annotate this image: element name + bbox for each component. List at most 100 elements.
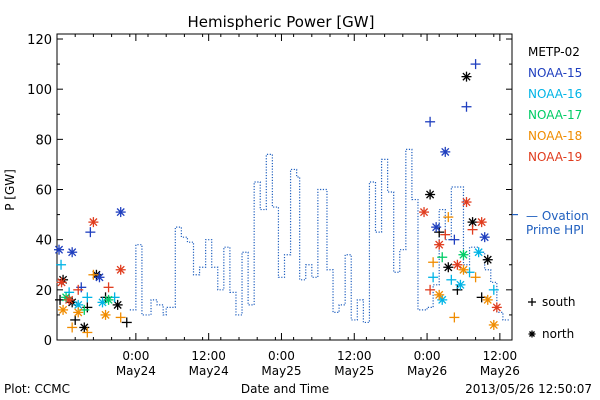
data-point	[103, 294, 114, 305]
data-point	[100, 309, 111, 320]
x-tick-label-time: 0:00	[268, 349, 295, 363]
x-tick-label-date: May24	[116, 364, 156, 378]
x-tick-label-date: May26	[480, 364, 520, 378]
data-point	[428, 272, 439, 283]
x-tick-label-date: May24	[189, 364, 229, 378]
data-point	[419, 207, 430, 218]
data-point	[434, 239, 445, 250]
data-point	[443, 212, 454, 223]
data-point	[73, 284, 84, 295]
x-tick-label-date: May26	[407, 364, 447, 378]
x-tick-label-date: May25	[334, 364, 374, 378]
data-point	[491, 302, 502, 313]
data-point	[85, 227, 96, 238]
data-point	[452, 259, 463, 270]
data-point	[461, 197, 472, 208]
series-legend: METP-02 NOAA-15 NOAA-16 NOAA-17 NOAA-18 NOAA-…	[526, 45, 589, 341]
data-point	[425, 116, 436, 127]
legend-item: NOAA-17	[528, 108, 582, 122]
data-point	[473, 247, 484, 258]
data-point	[115, 207, 126, 218]
ovation-step-line	[129, 148, 509, 324]
data-point	[425, 189, 436, 200]
legend-item: METP-02	[528, 45, 580, 59]
y-tick-label: 0	[44, 334, 52, 349]
data-point	[479, 232, 490, 243]
x-tick-label-time: 12:00	[483, 349, 518, 363]
y-tick-label: 60	[35, 184, 52, 199]
data-point	[58, 304, 69, 315]
footer-credit: Plot: CCMC	[4, 382, 70, 396]
legend-item: NOAA-18	[528, 129, 582, 143]
data-point	[425, 284, 436, 295]
data-point	[82, 327, 93, 338]
x-axis-label: Date and Time	[241, 382, 329, 396]
y-axis: 0 20 40 60 80 100 120	[27, 33, 512, 349]
y-tick-label: 120	[27, 33, 52, 48]
data-point	[437, 252, 448, 263]
legend-ovation-line1: — Ovation	[526, 209, 589, 223]
data-point	[121, 317, 132, 328]
legend-item: NOAA-15	[528, 66, 582, 80]
data-point	[482, 254, 493, 265]
data-point	[467, 224, 478, 235]
symbol-legend-marker	[528, 298, 536, 306]
data-point	[440, 146, 451, 157]
symbol-legend-marker	[528, 330, 536, 338]
y-tick-label: 80	[35, 133, 52, 148]
x-tick-label-time: 12:00	[337, 349, 372, 363]
y-tick-label: 40	[35, 234, 52, 249]
data-point	[440, 229, 451, 240]
ovation-line	[129, 148, 518, 324]
plot-frame	[56, 33, 513, 341]
symbol-legend-label: north	[542, 327, 574, 341]
data-point	[115, 264, 126, 275]
data-point	[428, 257, 439, 268]
y-tick-label: 20	[35, 284, 52, 299]
data-point	[56, 259, 67, 270]
data-point	[64, 294, 75, 305]
data-point	[461, 71, 472, 82]
data-point	[458, 264, 469, 275]
data-point	[73, 307, 84, 318]
data-point	[67, 322, 78, 333]
data-point	[94, 272, 105, 283]
data-point	[488, 319, 499, 330]
data-point	[115, 312, 126, 323]
y-tick-label: 100	[27, 83, 52, 98]
satellite-points	[54, 59, 502, 338]
data-point	[470, 272, 481, 283]
data-point	[67, 247, 78, 258]
data-point	[56, 277, 67, 288]
data-point	[446, 274, 457, 285]
data-point	[54, 244, 65, 255]
data-point	[88, 269, 99, 280]
data-point	[434, 289, 445, 300]
data-point	[458, 249, 469, 260]
data-point	[452, 284, 463, 295]
legend-ovation-line2: Prime HPI	[526, 223, 584, 237]
legend-item: NOAA-19	[528, 150, 582, 164]
data-point	[88, 217, 99, 228]
data-point	[482, 294, 493, 305]
data-point	[461, 101, 472, 112]
data-point	[488, 284, 499, 295]
data-point	[434, 227, 445, 238]
data-point	[449, 234, 460, 245]
x-tick-label-time: 0:00	[414, 349, 441, 363]
legend-item: NOAA-16	[528, 87, 582, 101]
y-axis-label: P [GW]	[3, 169, 17, 211]
x-tick-label-time: 0:00	[122, 349, 149, 363]
data-point	[443, 262, 454, 273]
data-point	[431, 222, 442, 233]
x-tick-label-time: 12:00	[191, 349, 226, 363]
data-point	[70, 314, 81, 325]
data-point	[455, 279, 466, 290]
data-point	[82, 292, 93, 303]
data-point	[449, 312, 460, 323]
data-point	[470, 59, 481, 70]
x-tick-label-date: May25	[261, 364, 301, 378]
data-point	[103, 282, 114, 293]
x-axis: 0:00May2412:00May240:00May2512:00May250:…	[56, 34, 520, 378]
